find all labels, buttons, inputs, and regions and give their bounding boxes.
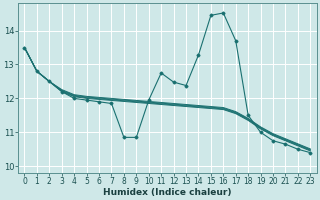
X-axis label: Humidex (Indice chaleur): Humidex (Indice chaleur) <box>103 188 232 197</box>
